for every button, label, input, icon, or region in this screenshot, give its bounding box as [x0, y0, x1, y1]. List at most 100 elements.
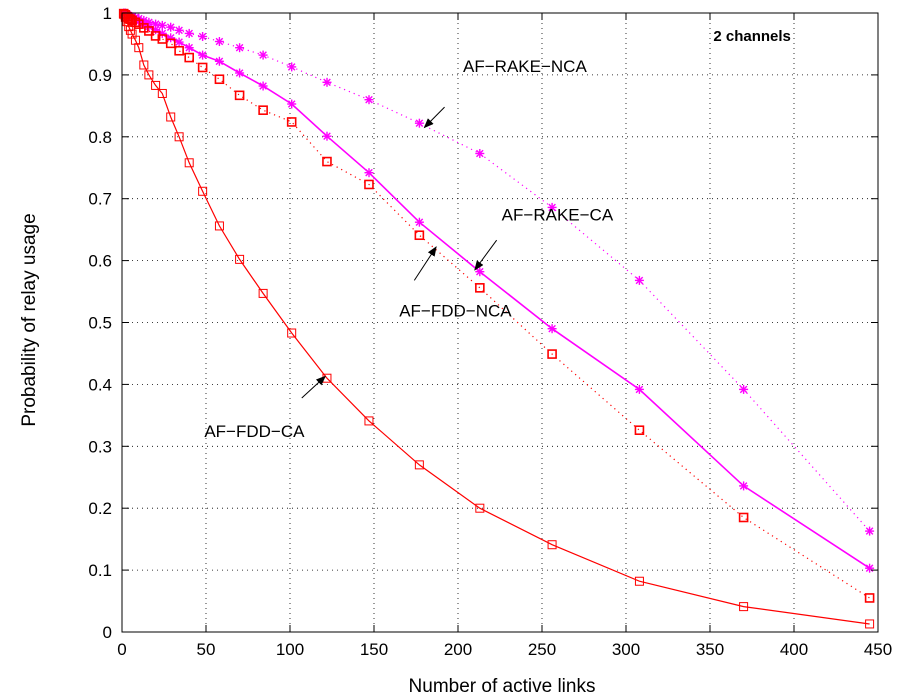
data-point — [258, 105, 268, 115]
data-point — [287, 99, 297, 109]
annotations: 2 channels AF−RAKE−NCA AF−RAKE−CA AF−FDD−NC… — [204, 28, 791, 441]
x-tick-label: 100 — [276, 640, 304, 659]
annotation-arrow — [423, 106, 445, 129]
data-point — [184, 28, 194, 38]
data-point — [174, 132, 184, 142]
x-tick-label: 250 — [528, 640, 556, 659]
data-point — [214, 221, 224, 231]
data-point — [139, 23, 149, 33]
data-point — [235, 254, 245, 264]
x-axis-title: Number of active links — [409, 676, 596, 697]
data-point — [174, 37, 184, 47]
data-point — [150, 31, 161, 41]
x-tick-label: 200 — [444, 640, 472, 659]
annotation-label: AF−FDD−CA — [204, 422, 305, 441]
data-point — [414, 118, 424, 128]
data-point — [547, 324, 557, 334]
data-point — [234, 90, 245, 101]
data-point — [258, 288, 268, 298]
data-point — [739, 384, 749, 394]
data-point — [197, 62, 208, 73]
y-tick-label: 1 — [103, 4, 112, 23]
data-point — [475, 267, 485, 277]
data-point — [165, 38, 176, 49]
data-point — [157, 88, 167, 98]
data-point — [184, 52, 194, 63]
x-tick-label: 450 — [864, 640, 892, 659]
y-tick-label: 0.9 — [88, 66, 112, 85]
x-tick-label: 400 — [780, 640, 808, 659]
y-tick-label: 0.6 — [88, 252, 112, 271]
data-point — [322, 156, 332, 167]
y-tick-label: 0.7 — [88, 190, 112, 209]
data-point — [738, 512, 749, 523]
plot-frame — [121, 12, 879, 633]
data-point — [214, 74, 225, 85]
data-point — [144, 26, 154, 36]
y-tick-label: 0.1 — [88, 561, 112, 580]
data-point — [364, 179, 374, 190]
y-tick-label: 0.8 — [88, 128, 112, 147]
annotation-label: AF−RAKE−NCA — [463, 57, 587, 76]
data-point — [364, 416, 374, 426]
x-tick-label: 0 — [117, 640, 126, 659]
data-point — [634, 576, 644, 586]
y-tick-label: 0.3 — [88, 437, 112, 456]
data-point — [258, 81, 268, 91]
data-point — [157, 20, 167, 30]
annotation-arrow — [474, 239, 498, 271]
annotation-label: AF−RAKE−CA — [502, 205, 614, 224]
data-point — [122, 17, 132, 27]
data-point — [184, 43, 194, 53]
data-point — [198, 186, 208, 196]
data-point — [547, 349, 557, 359]
y-tick-label: 0.4 — [88, 375, 112, 394]
data-point — [235, 68, 245, 78]
data-point — [322, 131, 332, 141]
x-tick-label: 150 — [360, 640, 388, 659]
series-af-fdd-ca — [119, 9, 875, 629]
data-point — [634, 275, 644, 285]
grid — [122, 13, 878, 632]
data-point — [414, 230, 425, 241]
data-point — [130, 35, 140, 45]
data-point — [184, 158, 194, 168]
x-tick-label: 300 — [612, 640, 640, 659]
y-tick-label: 0.5 — [88, 314, 112, 333]
data-point — [739, 602, 749, 612]
data-point — [166, 112, 176, 122]
data-point — [214, 56, 224, 66]
data-point — [634, 384, 644, 394]
data-point — [414, 460, 424, 470]
data-point — [139, 60, 149, 70]
data-point — [119, 9, 129, 19]
data-point — [198, 32, 208, 41]
data-point — [475, 149, 485, 158]
data-point — [364, 168, 374, 178]
annotation-arrow — [413, 246, 437, 281]
y-axis-title: Probability of relay usage — [19, 213, 40, 426]
x-tick-label: 50 — [197, 640, 216, 659]
annotation-bold-label: 2 channels — [713, 28, 791, 45]
data-point — [174, 25, 184, 35]
data-point — [287, 62, 297, 72]
data-point — [864, 593, 875, 603]
data-point — [258, 50, 268, 60]
series-line — [123, 13, 870, 599]
data-point — [134, 43, 144, 53]
data-point — [475, 283, 485, 293]
data-point — [364, 95, 374, 105]
data-point — [475, 503, 485, 513]
x-tick-label: 350 — [696, 640, 724, 659]
data-point — [634, 425, 645, 436]
data-point — [865, 526, 875, 536]
series-line — [123, 13, 870, 625]
data-point — [865, 563, 875, 573]
data-point — [127, 29, 137, 39]
data-point — [235, 43, 245, 53]
data-point — [144, 70, 154, 80]
data-point — [286, 117, 297, 127]
data-point — [739, 481, 749, 491]
series-af-rake-ca — [119, 8, 875, 573]
